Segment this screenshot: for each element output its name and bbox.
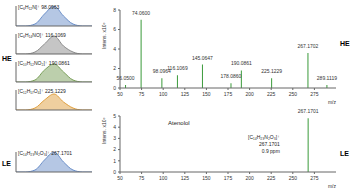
svg-text:190.0861: 190.0861 [231, 60, 252, 66]
html-text:[C₆H₁₄NO]⁺ 116.1069: [C₆H₁₄NO]⁺ 116.1069 [18, 32, 66, 38]
svg-text:1: 1 [113, 158, 116, 164]
svg-text:267.1701: 267.1701 [298, 108, 319, 114]
svg-text:2: 2 [113, 65, 116, 71]
svg-text:267.1702: 267.1702 [298, 43, 319, 49]
html-text:0.9 ppm: 0.9 ppm [261, 148, 280, 154]
svg-text:150: 150 [202, 175, 211, 181]
html-text:LE: LE [340, 150, 349, 157]
svg-text:125: 125 [181, 91, 190, 97]
svg-text:250: 250 [289, 91, 298, 97]
svg-text:250: 250 [289, 175, 298, 181]
svg-text:5: 5 [113, 113, 116, 119]
html-text:267.1701: 267.1701 [259, 141, 280, 147]
html-text:[C₆H₁₂N]⁺ 98.0963: [C₆H₁₂N]⁺ 98.0963 [18, 4, 60, 10]
svg-text:100: 100 [159, 175, 168, 181]
html-text:LE: LE [2, 160, 11, 167]
svg-text:116.1069: 116.1069 [167, 65, 188, 71]
svg-text:4: 4 [113, 46, 116, 52]
svg-text:50: 50 [117, 91, 123, 97]
svg-text:m/z: m/z [328, 183, 337, 188]
svg-text:98.0964: 98.0964 [152, 68, 171, 75]
svg-text:275: 275 [310, 91, 319, 97]
svg-text:175: 175 [224, 175, 233, 181]
svg-text:225: 225 [267, 91, 276, 97]
svg-text:125: 125 [181, 175, 190, 181]
svg-text:75: 75 [139, 91, 145, 97]
html-text:Atenolol: Atenolol [168, 120, 190, 126]
svg-text:56.0500: 56.0500 [117, 75, 135, 81]
svg-text:275: 275 [310, 175, 319, 181]
html-text:[C₁₄H₂₃N₂O₃]⁺: [C₁₄H₂₃N₂O₃]⁺ [248, 134, 280, 140]
svg-text:50: 50 [117, 175, 123, 181]
svg-text:74.0600: 74.0600 [132, 10, 150, 16]
html-text:HE: HE [2, 55, 12, 62]
svg-text:75: 75 [139, 175, 145, 181]
svg-text:0: 0 [113, 85, 116, 91]
svg-text:2: 2 [113, 146, 116, 152]
svg-text:225.1229: 225.1229 [261, 68, 282, 74]
html-text:[C₁₄H₂₃N₂O₃]⁺ 267.1701: [C₁₄H₂₃N₂O₃]⁺ 267.1701 [18, 150, 73, 156]
svg-text:m/z: m/z [328, 99, 337, 104]
html-text:[C₁₀H₁₂NO₂]⁺ 190.0861: [C₁₀H₁₂NO₂]⁺ 190.0861 [18, 60, 70, 66]
html-text:[C₁₂H₁₇O₄]⁺ 225.1229: [C₁₂H₁₇O₄]⁺ 225.1229 [18, 88, 66, 94]
svg-text:6: 6 [113, 26, 116, 32]
svg-text:8: 8 [113, 7, 116, 13]
svg-text:150: 150 [202, 91, 211, 97]
svg-text:225: 225 [267, 175, 276, 181]
svg-text:3: 3 [113, 135, 116, 141]
svg-text:4: 4 [113, 124, 116, 130]
svg-text:175: 175 [224, 91, 233, 97]
svg-text:200: 200 [245, 175, 254, 181]
svg-text:178.0860: 178.0860 [221, 73, 242, 79]
svg-text:100: 100 [159, 91, 168, 97]
svg-text:Intens. x10⁵: Intens. x10⁵ [101, 22, 107, 49]
svg-text:200: 200 [245, 91, 254, 97]
svg-text:145.0647: 145.0647 [192, 55, 213, 61]
svg-text:Intens. x10⁵: Intens. x10⁵ [101, 117, 107, 144]
svg-text:289.1119: 289.1119 [317, 75, 337, 81]
html-text:HE: HE [340, 40, 350, 47]
svg-text:0: 0 [113, 169, 116, 175]
